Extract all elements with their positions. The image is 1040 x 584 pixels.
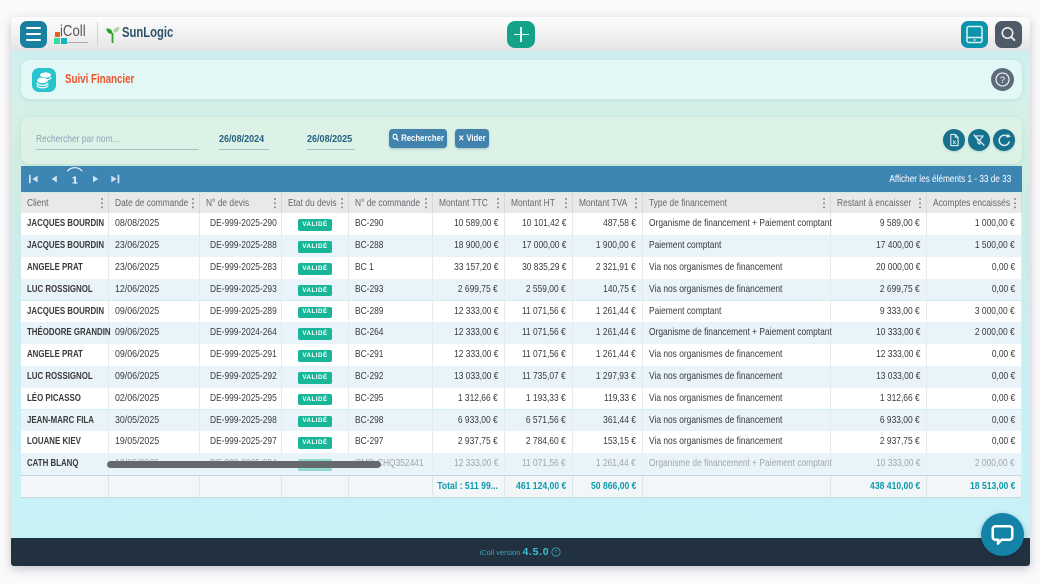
svg-text:1: 1 xyxy=(72,174,78,186)
svg-text:?: ? xyxy=(999,74,1004,84)
svg-text:?: ? xyxy=(555,550,559,556)
svg-text:x: x xyxy=(953,138,957,145)
